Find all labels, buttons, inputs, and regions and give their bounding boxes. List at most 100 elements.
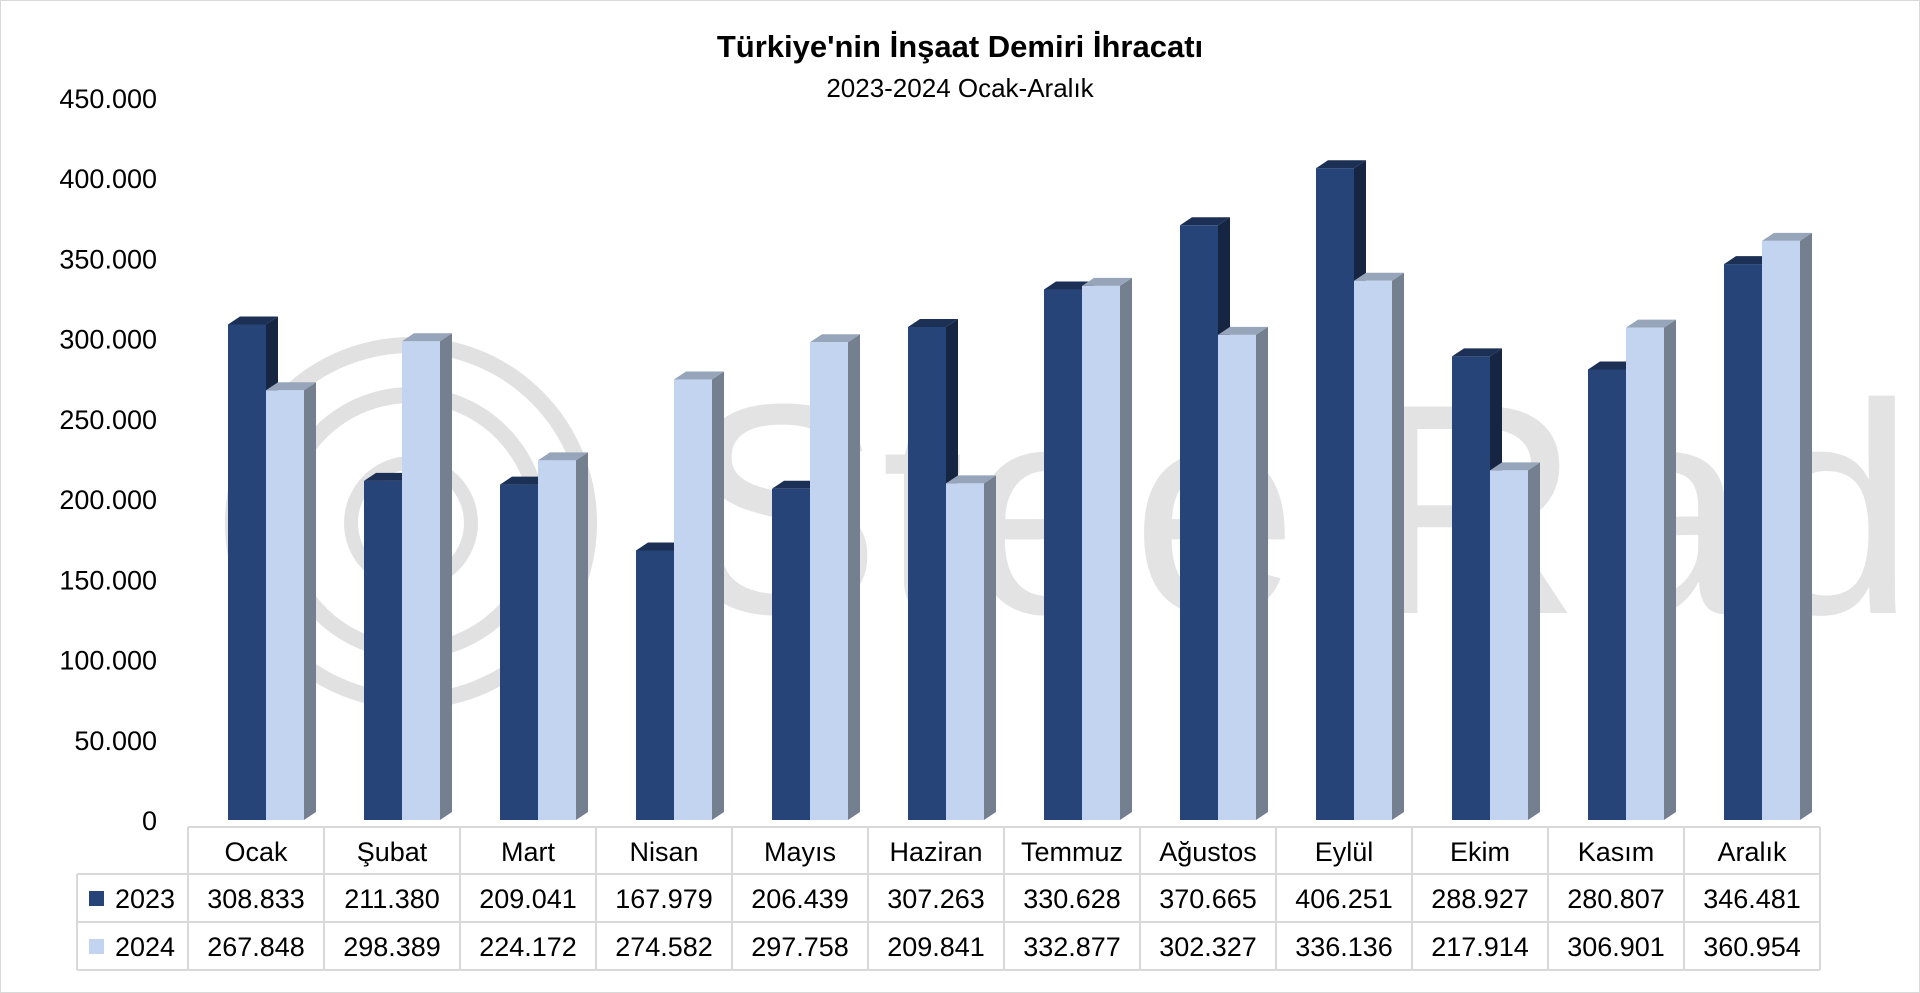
bar-top	[772, 480, 822, 489]
watermark: SteelRadar	[225, 337, 1919, 709]
bar-side	[440, 333, 452, 820]
bar-2024-Nisan	[674, 371, 724, 820]
bars	[228, 160, 1812, 821]
bar-top	[402, 333, 452, 342]
data-label: 211.380	[344, 884, 440, 914]
bar-side	[1528, 462, 1540, 820]
bar-top	[364, 472, 414, 481]
data-label: 224.172	[479, 932, 577, 962]
bar-front	[1762, 240, 1800, 820]
data-label: 330.628	[1023, 884, 1121, 914]
bar-front	[1180, 225, 1218, 821]
bar-side	[1256, 326, 1268, 820]
data-label: 217.914	[1431, 932, 1529, 962]
y-tick-label: 300.000	[59, 325, 157, 355]
bar-side	[304, 382, 316, 820]
bar-front	[946, 483, 984, 820]
bar-2024-Haziran	[946, 475, 996, 820]
bar-top	[1044, 281, 1094, 290]
data-label: 206.439	[751, 884, 849, 914]
bar-side	[1120, 277, 1132, 820]
bar-top	[1490, 462, 1540, 471]
category-label: Haziran	[889, 837, 982, 867]
bar-front	[636, 550, 674, 820]
bar-top	[810, 334, 860, 343]
bar-front	[810, 342, 848, 820]
bar-top	[1724, 256, 1774, 265]
category-label: Şubat	[357, 837, 428, 867]
data-label: 209.841	[887, 932, 985, 962]
category-label: Mayıs	[764, 837, 836, 867]
category-label: Kasım	[1578, 837, 1655, 867]
bar-2024-Kasım	[1626, 319, 1676, 820]
bar-front	[1082, 285, 1120, 820]
bar-side	[576, 452, 588, 820]
bar-2024-Ekim	[1490, 462, 1540, 820]
category-label: Aralık	[1717, 837, 1787, 867]
bar-front	[1316, 168, 1354, 820]
bar-2024-Mayıs	[810, 334, 860, 820]
bar-top	[1316, 160, 1366, 169]
bar-side	[984, 475, 996, 820]
y-axis: 0 50.000 100.000 150.000 200.000 250.000 300.0…	[59, 84, 157, 836]
y-tick-label: 400.000	[59, 164, 157, 194]
legend-key-2023	[89, 891, 104, 906]
bar-2024-Aralık	[1762, 232, 1812, 820]
bar-2024-Eylül	[1354, 272, 1404, 820]
bar-2024-Şubat	[402, 333, 452, 820]
category-label: Mart	[501, 837, 555, 867]
y-tick-label: 0	[142, 806, 157, 836]
data-label: 370.665	[1159, 884, 1257, 914]
bar-front	[772, 488, 810, 820]
bar-front	[500, 484, 538, 820]
data-label: 346.481	[1703, 884, 1801, 914]
bar-front	[1724, 264, 1762, 821]
y-tick-label: 150.000	[59, 565, 157, 595]
bar-top	[946, 475, 996, 484]
bar-2024-Ağustos	[1218, 326, 1268, 820]
bar-front	[402, 341, 440, 820]
category-label: Ocak	[224, 837, 288, 867]
bar-side	[848, 334, 860, 820]
bar-front	[364, 480, 402, 820]
data-label: 360.954	[1703, 932, 1801, 962]
chart-title: Türkiye'nin İnşaat Demiri İhracatı	[717, 29, 1203, 64]
category-label: Eylül	[1315, 837, 1374, 867]
bar-top	[1588, 361, 1638, 370]
category-label: Nisan	[629, 837, 698, 867]
bar-top	[674, 371, 724, 380]
bar-front	[1452, 356, 1490, 820]
bar-top	[1218, 326, 1268, 335]
data-label: 298.389	[343, 932, 441, 962]
y-tick-label: 450.000	[59, 84, 157, 114]
bar-top	[636, 542, 686, 551]
bar-top	[228, 316, 278, 325]
data-label: 280.807	[1567, 884, 1665, 914]
data-label: 167.979	[615, 884, 713, 914]
y-tick-label: 350.000	[59, 244, 157, 274]
bar-top	[266, 382, 316, 391]
chart-subtitle: 2023-2024 Ocak-Aralık	[826, 73, 1094, 103]
bar-side	[712, 371, 724, 820]
legend-key-2024	[89, 939, 104, 954]
category-label: Ekim	[1450, 837, 1510, 867]
data-table: Ocak Şubat Mart Nisan Mayıs Haziran Temmuz Ağus…	[76, 826, 1821, 971]
bar-top	[908, 319, 958, 328]
data-label: 406.251	[1295, 884, 1393, 914]
data-label: 288.927	[1431, 884, 1529, 914]
bar-top	[1082, 277, 1132, 286]
data-label: 332.877	[1023, 932, 1121, 962]
bar-front	[538, 460, 576, 820]
bar-top	[538, 452, 588, 461]
bar-front	[674, 379, 712, 820]
data-label: 274.582	[615, 932, 713, 962]
y-tick-label: 250.000	[59, 405, 157, 435]
data-label: 308.833	[207, 884, 305, 914]
category-label: Temmuz	[1021, 837, 1123, 867]
bar-front	[1588, 369, 1626, 820]
bar-front	[228, 324, 266, 820]
bar-front	[908, 327, 946, 820]
data-label: 297.758	[751, 932, 849, 962]
